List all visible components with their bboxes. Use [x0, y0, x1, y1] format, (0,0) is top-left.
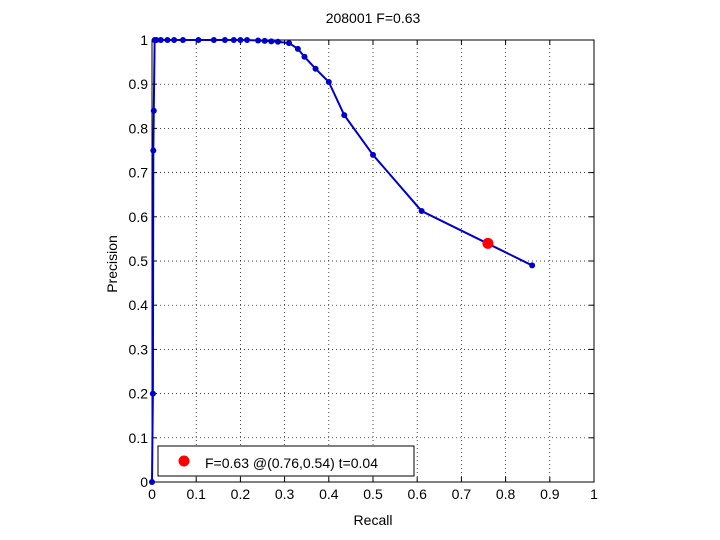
x-tick-label: 0.3	[275, 486, 295, 502]
y-tick-label: 0.7	[129, 165, 149, 181]
y-tick-label: 0	[140, 474, 148, 490]
y-tick-label: 0.6	[129, 209, 149, 225]
grid	[152, 40, 594, 482]
pr-curve-point	[195, 37, 202, 43]
pr-curve-point	[244, 37, 251, 43]
pr-curve-point	[274, 38, 281, 45]
y-tick-label: 0.4	[129, 297, 149, 313]
pr-curve-point	[341, 112, 348, 119]
y-tick-label: 0.3	[129, 341, 149, 357]
pr-curve-point	[286, 40, 293, 47]
axis-ticks: 0 0.1 0.2 0.3 0.4 0.5 0.6 0.7 0.8 0.9 1 0 0.1 0.2 0.3 0…	[129, 32, 599, 502]
y-tick-label: 0.2	[129, 386, 149, 402]
y-axis-label: Precision	[104, 235, 120, 293]
x-tick-label: 1	[590, 486, 598, 502]
pr-curve-point	[529, 262, 536, 269]
x-tick-label: 0.8	[496, 486, 516, 502]
pr-curve-point	[294, 45, 301, 52]
chart-title: 208001 F=0.63	[326, 10, 421, 26]
legend-label: F=0.63 @(0.76,0.54) t=0.04	[205, 455, 378, 471]
pr-curve-point	[221, 37, 228, 43]
pr-curve-point	[150, 147, 157, 154]
y-tick-label: 0.1	[129, 430, 149, 446]
pr-curve-point	[268, 38, 275, 45]
pr-curve-point	[179, 37, 186, 43]
pr-curve-point	[325, 78, 332, 85]
pr-curve-point	[153, 37, 160, 43]
pr-curve-point	[255, 37, 262, 44]
pr-curve-point	[312, 65, 319, 72]
pr-curve-point	[164, 37, 171, 43]
pr-curve-point	[150, 107, 157, 114]
pr-curve-point	[210, 37, 217, 43]
x-axis-label: Recall	[354, 512, 393, 528]
x-tick-label: 0.6	[407, 486, 427, 502]
x-tick-label: 0.4	[319, 486, 339, 502]
legend-marker	[178, 455, 190, 467]
pr-curve-point	[157, 37, 164, 43]
x-tick-label: 0.9	[540, 486, 560, 502]
x-tick-label: 0	[148, 486, 156, 502]
x-tick-label: 0.1	[186, 486, 206, 502]
legend: F=0.63 @(0.76,0.54) t=0.04	[157, 445, 415, 477]
pr-curve-point	[237, 37, 244, 43]
pr-curve-point	[171, 37, 178, 43]
pr-curve-point	[149, 479, 155, 485]
pr-curve-point	[301, 53, 308, 60]
y-tick-label: 0.5	[129, 253, 149, 269]
series-layer	[149, 37, 536, 485]
x-tick-label: 0.2	[231, 486, 251, 502]
x-tick-label: 0.7	[452, 486, 472, 502]
pr-curve-point	[261, 37, 268, 44]
x-tick-label: 0.5	[363, 486, 383, 502]
pr-curve-point	[149, 390, 156, 397]
y-tick-label: 0.8	[129, 120, 149, 136]
pr-curve-point	[230, 37, 237, 43]
pr-curve-point	[418, 208, 425, 215]
legend-box	[157, 445, 415, 477]
y-tick-label: 1	[140, 32, 148, 48]
best-f-point	[482, 237, 494, 249]
y-tick-label: 0.9	[129, 76, 149, 92]
pr-curve-point	[370, 151, 376, 158]
